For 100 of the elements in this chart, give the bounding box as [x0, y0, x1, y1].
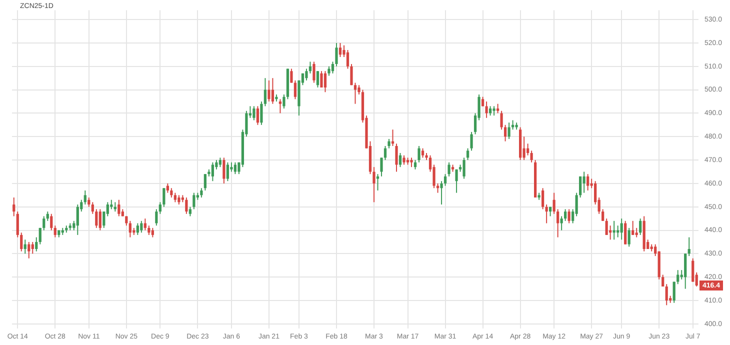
- candlestick: [632, 220, 634, 236]
- candlestick: [421, 148, 424, 158]
- candlestick: [448, 162, 450, 177]
- candlestick: [136, 222, 139, 236]
- candlestick: [620, 218, 623, 240]
- candlestick: [511, 120, 514, 130]
- candlestick: [492, 106, 496, 116]
- candlestick: [672, 281, 676, 304]
- candlestick: [552, 192, 556, 214]
- candlestick: [444, 174, 447, 186]
- candlestick: [384, 145, 387, 161]
- candlestick: [526, 143, 530, 156]
- candlestick: [252, 106, 256, 121]
- candlestick: [211, 162, 214, 182]
- candlestick: [665, 284, 668, 306]
- candlestick: [605, 218, 608, 236]
- candlestick: [556, 208, 560, 238]
- candlestick: [335, 42, 338, 67]
- candlestick: [455, 168, 458, 194]
- candlestick: [466, 148, 470, 161]
- candlestick: [410, 157, 413, 168]
- candlestick: [162, 188, 166, 208]
- candlestick: [110, 199, 113, 210]
- candlestick: [635, 227, 638, 238]
- candlestick: [582, 171, 586, 194]
- candlestick: [500, 110, 503, 130]
- candlestick: [508, 122, 510, 140]
- candlestick: [380, 157, 383, 177]
- candlestick: [20, 232, 23, 252]
- candlestick: [76, 204, 79, 236]
- candlestick: [178, 194, 180, 206]
- candlestick: [54, 225, 56, 238]
- candlestick: [376, 174, 380, 191]
- candlestick: [488, 106, 492, 116]
- candlestick: [496, 103, 500, 114]
- candlestick: [234, 162, 237, 175]
- candlestick: [128, 220, 132, 238]
- candlestick: [271, 78, 274, 104]
- candlestick: [158, 202, 162, 214]
- candlestick: [42, 216, 46, 231]
- candlestick: [88, 196, 90, 208]
- candlestick: [174, 192, 176, 203]
- candlestick: [222, 157, 226, 184]
- candlestick: [338, 42, 342, 58]
- candlestick: [166, 182, 169, 194]
- candlestick: [504, 124, 507, 142]
- candlestick: [278, 98, 282, 114]
- candlestick: [388, 138, 390, 149]
- candlestick: [308, 61, 312, 74]
- candlestick: [328, 66, 330, 76]
- candlestick: [320, 70, 323, 88]
- candlestick: [46, 211, 49, 222]
- candlestick: [312, 61, 316, 84]
- candlestick: [602, 208, 604, 222]
- candlestick: [185, 196, 188, 214]
- candlestick: [414, 160, 417, 170]
- candlestick: [155, 208, 158, 226]
- candlestick: [144, 218, 146, 231]
- candlestick: [662, 274, 664, 287]
- candlestick: [624, 220, 627, 245]
- candlestick: [586, 174, 590, 191]
- candlestick: [268, 80, 270, 102]
- candlestick: [204, 174, 207, 191]
- candlestick: [35, 236, 38, 252]
- candlestick: [346, 50, 350, 70]
- candlestick: [118, 199, 120, 217]
- candlestick: [188, 206, 192, 217]
- candlestick: [676, 270, 680, 285]
- candlestick: [560, 216, 563, 231]
- candlestick: [38, 227, 42, 245]
- candlestick: [24, 239, 26, 254]
- candlestick: [151, 227, 154, 238]
- candlestick: [218, 157, 222, 168]
- candlestick: [639, 218, 642, 236]
- candlestick: [372, 166, 376, 203]
- candlestick: [226, 162, 230, 182]
- candlestick: [579, 176, 582, 198]
- candlestick: [564, 208, 567, 222]
- candlestick: [568, 208, 570, 224]
- candlestick: [95, 208, 98, 228]
- candlestick: [256, 106, 260, 126]
- candlestick: [684, 253, 687, 290]
- candlestick: [200, 188, 203, 198]
- candlestick: [12, 196, 16, 217]
- candlestick: [28, 241, 30, 259]
- candlestick: [402, 154, 406, 166]
- candlestick: [316, 70, 320, 88]
- candlestick: [395, 143, 398, 172]
- candlestick: [398, 152, 402, 168]
- candlestick: [324, 70, 327, 93]
- candlestick: [192, 192, 196, 210]
- candlestick: [125, 216, 128, 226]
- candlestick: [470, 131, 473, 152]
- candlestick: [462, 157, 466, 180]
- candlestick: [16, 211, 19, 238]
- candlestick: [140, 220, 143, 234]
- candlestick: [440, 180, 443, 206]
- candlestick: [628, 227, 630, 248]
- candlestick: [485, 101, 488, 118]
- candlestick: [331, 61, 334, 74]
